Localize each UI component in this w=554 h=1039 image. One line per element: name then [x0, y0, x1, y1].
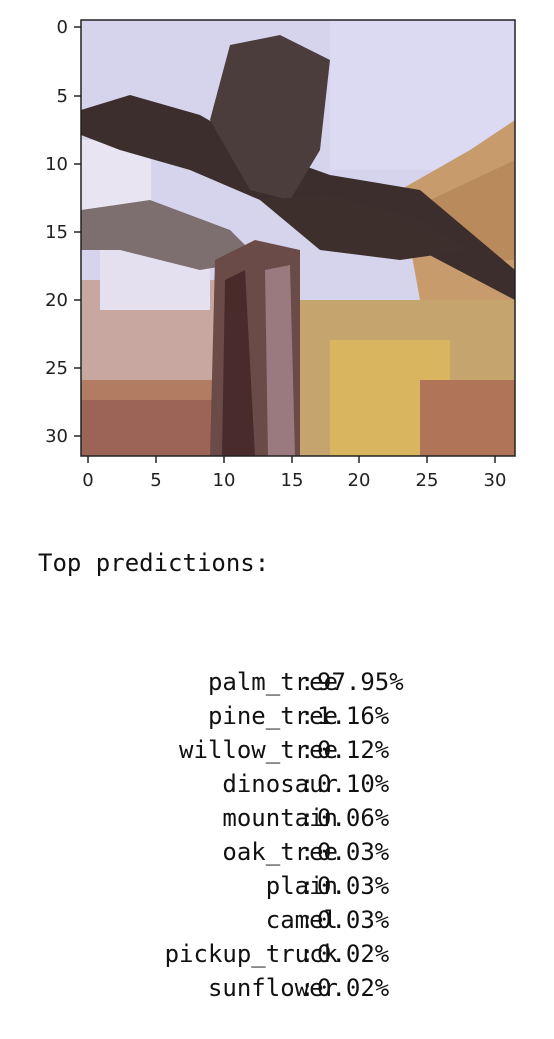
image-plot-svg: 0 5 10 15 20 25 30 0 5 10 15 20 25 30 — [45, 17, 516, 491]
y-tick-label: 10 — [45, 154, 68, 175]
prediction-row: pickup_truck:0.02% — [38, 903, 538, 968]
prediction-label: plain — [265, 872, 338, 900]
y-tick-label: 0 — [57, 17, 68, 38]
prediction-row: plain:0.03% — [38, 835, 538, 900]
x-axis: 0 5 10 15 20 25 30 — [82, 456, 506, 491]
x-tick-label: 10 — [213, 470, 236, 491]
prediction-separator: : — [300, 736, 315, 764]
x-tick-label: 5 — [150, 470, 161, 491]
y-axis: 0 5 10 15 20 25 30 — [45, 17, 81, 447]
prediction-value: 0.03% — [317, 906, 390, 934]
prediction-value: 0.12% — [317, 736, 390, 764]
prediction-separator: : — [300, 702, 315, 730]
prediction-value: 0.03% — [317, 838, 390, 866]
prediction-separator: : — [300, 940, 315, 968]
prediction-value: 0.03% — [317, 872, 390, 900]
prediction-label: willow_tree — [179, 736, 338, 764]
prediction-label: oak_tree — [222, 838, 338, 866]
y-tick-label: 30 — [45, 426, 68, 447]
prediction-separator: : — [300, 668, 315, 696]
prediction-value: 0.06% — [317, 804, 390, 832]
prediction-label: pickup_truck — [164, 940, 338, 968]
prediction-label: mountain — [222, 804, 338, 832]
predictions-list: palm_tree:97.95% pine_tree:1.16% willow_… — [38, 631, 538, 1002]
prediction-row: oak_tree:0.03% — [38, 801, 538, 866]
predictions-heading: Top predictions: — [38, 549, 270, 577]
x-tick-label: 25 — [416, 470, 439, 491]
predictions-output: Top predictions: palm_tree:97.95% pine_t… — [38, 545, 538, 1002]
prediction-row: palm_tree:97.95% — [38, 631, 538, 696]
prediction-value: 97.95% — [317, 668, 404, 696]
x-tick-label: 15 — [281, 470, 304, 491]
prediction-label: dinosaur — [222, 770, 338, 798]
prediction-separator: : — [300, 974, 315, 1002]
prediction-label: camel — [265, 906, 338, 934]
prediction-value: 0.02% — [317, 940, 390, 968]
prediction-value: 1.16% — [317, 702, 390, 730]
image-plot: 0 5 10 15 20 25 30 0 5 10 15 20 25 30 — [0, 0, 554, 500]
prediction-separator: : — [300, 770, 315, 798]
x-tick-label: 30 — [484, 470, 507, 491]
prediction-row: pine_tree:1.16% — [38, 665, 538, 730]
y-tick-label: 5 — [57, 86, 68, 107]
prediction-separator: : — [300, 906, 315, 934]
prediction-row: dinosaur:0.10% — [38, 733, 538, 798]
y-tick-label: 20 — [45, 290, 68, 311]
prediction-row: sunflower:0.02% — [38, 937, 538, 1002]
plot-frame — [80, 19, 516, 457]
prediction-label: pine_tree — [207, 702, 338, 730]
prediction-value: 0.10% — [317, 770, 390, 798]
pixel-image — [81, 20, 515, 456]
prediction-row: mountain:0.06% — [38, 767, 538, 832]
prediction-separator: : — [300, 804, 315, 832]
prediction-row: camel:0.03% — [38, 869, 538, 934]
prediction-row: willow_tree:0.12% — [38, 699, 538, 764]
x-tick-label: 0 — [82, 470, 93, 491]
x-tick-label: 20 — [348, 470, 371, 491]
prediction-label: palm_tree — [207, 668, 338, 696]
prediction-separator: : — [300, 838, 315, 866]
y-tick-label: 25 — [45, 358, 68, 379]
prediction-separator: : — [300, 872, 315, 900]
y-tick-label: 15 — [45, 222, 68, 243]
prediction-value: 0.02% — [317, 974, 390, 1002]
